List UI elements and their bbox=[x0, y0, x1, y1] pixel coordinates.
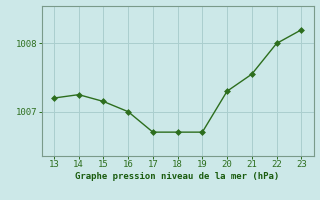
X-axis label: Graphe pression niveau de la mer (hPa): Graphe pression niveau de la mer (hPa) bbox=[76, 172, 280, 181]
